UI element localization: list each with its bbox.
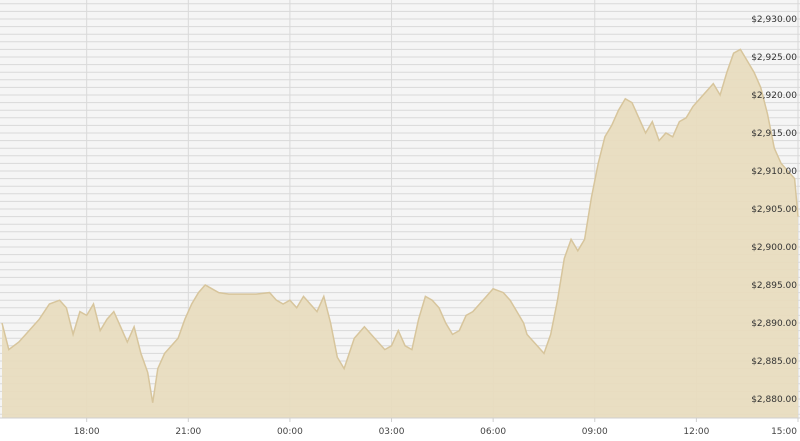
x-tick-label: 09:00	[582, 427, 608, 437]
x-tick-label: 21:00	[175, 427, 201, 437]
series-group	[1, 48, 799, 419]
x-tick-label: 12:00	[683, 427, 709, 437]
y-axis-labels: $2,880.00 $2,885.00 $2,890.00 $2,895.00 $2,9…	[751, 15, 797, 405]
y-tick-label: $2,910.00	[751, 167, 797, 177]
x-tick-label: 06:00	[480, 427, 506, 437]
x-tick-label: 00:00	[277, 427, 303, 437]
y-tick-label: $2,915.00	[751, 129, 797, 139]
x-tick-label: 18:00	[74, 427, 100, 437]
y-tick-label: $2,895.00	[751, 281, 797, 291]
y-tick-label: $2,920.00	[751, 91, 797, 101]
x-axis-labels: 18:00 21:00 00:00 03:00 06:00 09:00 12:00 15:00	[74, 418, 799, 437]
y-tick-label: $2,880.00	[751, 395, 797, 405]
y-tick-label: $2,905.00	[751, 205, 797, 215]
y-tick-label: $2,900.00	[751, 243, 797, 253]
price-line	[1, 48, 799, 403]
y-tick-label: $2,925.00	[751, 53, 797, 63]
y-tick-label: $2,930.00	[751, 15, 797, 25]
price-area	[2, 49, 798, 419]
x-tick-label: 15:00	[771, 427, 797, 437]
y-tick-label: $2,885.00	[751, 357, 797, 367]
y-tick-label: $2,890.00	[751, 319, 797, 329]
x-tick-label: 03:00	[379, 427, 405, 437]
